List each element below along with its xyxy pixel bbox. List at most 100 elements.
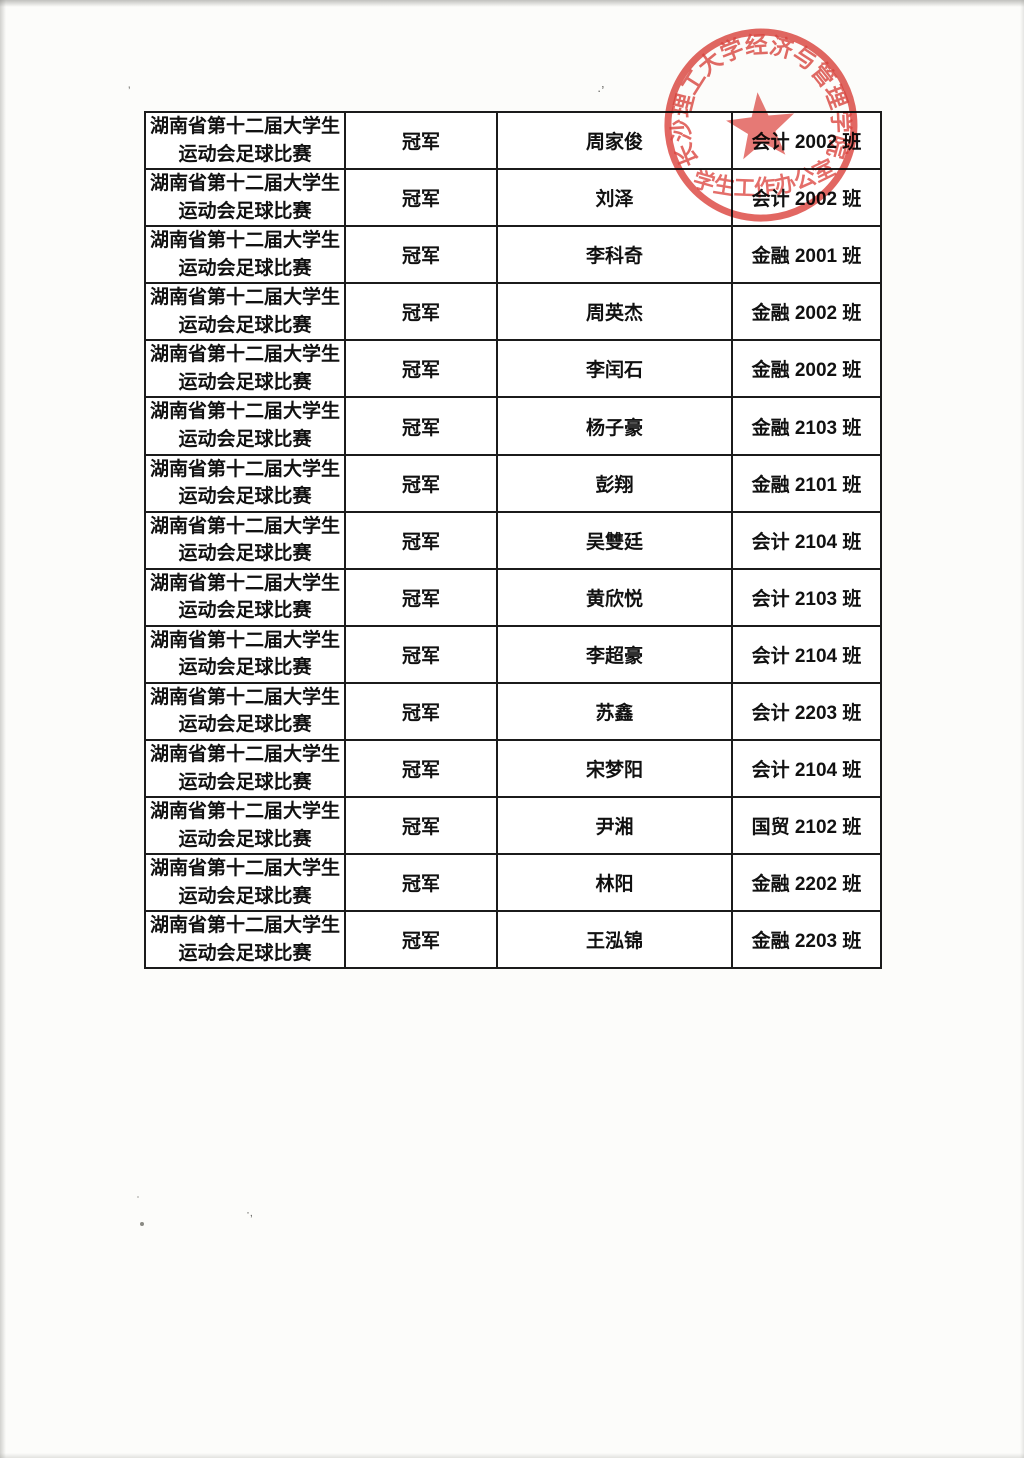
event-line: 湖南省第十二届大学生 bbox=[149, 173, 340, 195]
name-cell: 周家俊 bbox=[496, 110, 733, 171]
event-line: 湖南省第十二届大学生 bbox=[149, 401, 340, 423]
table-row: 湖南省第十二届大学生 运动会足球比赛 冠军 林阳 金融 2202 班 bbox=[144, 853, 882, 913]
name-cell: 苏鑫 bbox=[496, 681, 733, 742]
event-line: 湖南省第十二届大学生 bbox=[149, 458, 340, 480]
name-cell: 周英杰 bbox=[496, 282, 733, 342]
event-cell: 湖南省第十二届大学生 运动会足球比赛 bbox=[144, 910, 346, 970]
name-cell: 王泓锦 bbox=[496, 910, 733, 970]
class-cell: 国贸 2102 班 bbox=[731, 796, 882, 856]
name-cell: 林阳 bbox=[496, 853, 733, 913]
class-cell: 金融 2001 班 bbox=[731, 225, 882, 285]
scan-speck bbox=[140, 1222, 144, 1226]
table-row: 湖南省第十二届大学生 运动会足球比赛 冠军 李科奇 金融 2001 班 bbox=[144, 225, 882, 285]
event-line: 湖南省第十二届大学生 bbox=[149, 344, 340, 366]
name-cell: 黄欣悦 bbox=[496, 567, 733, 627]
event-cell: 湖南省第十二届大学生 运动会足球比赛 bbox=[144, 796, 346, 856]
award-cell: 冠军 bbox=[344, 339, 498, 399]
table-row: 湖南省第十二届大学生 运动会足球比赛 冠军 吴雙廷 会计 2104 班 bbox=[144, 510, 882, 570]
event-line: 运动会足球比赛 bbox=[178, 314, 312, 336]
name-cell: 尹湘 bbox=[496, 796, 733, 856]
event-line: 运动会足球比赛 bbox=[178, 200, 312, 222]
scan-speck: ·‚ bbox=[246, 1205, 253, 1219]
event-line: 运动会足球比赛 bbox=[178, 143, 312, 165]
class-cell: 金融 2002 班 bbox=[731, 339, 882, 399]
table-row: 湖南省第十二届大学生 运动会足球比赛 冠军 宋梦阳 会计 2104 班 bbox=[144, 739, 882, 799]
event-cell: 湖南省第十二届大学生 运动会足球比赛 bbox=[144, 225, 346, 285]
event-line: 运动会足球比赛 bbox=[178, 771, 312, 793]
event-line: 湖南省第十二届大学生 bbox=[149, 572, 340, 594]
class-cell: 金融 2202 班 bbox=[731, 853, 882, 913]
event-line: 运动会足球比赛 bbox=[178, 257, 312, 279]
name-cell: 李超豪 bbox=[496, 624, 733, 684]
table-row: 湖南省第十二届大学生 运动会足球比赛 冠军 彭翔 金融 2101 班 bbox=[144, 453, 882, 513]
event-line: 湖南省第十二届大学生 bbox=[149, 858, 340, 880]
event-cell: 湖南省第十二届大学生 运动会足球比赛 bbox=[144, 510, 346, 570]
award-cell: 冠军 bbox=[344, 796, 498, 856]
event-line: 湖南省第十二届大学生 bbox=[149, 515, 340, 537]
class-cell: 会计 2104 班 bbox=[731, 510, 882, 570]
event-cell: 湖南省第十二届大学生 运动会足球比赛 bbox=[144, 567, 346, 627]
event-line: 运动会足球比赛 bbox=[178, 486, 312, 508]
award-cell: 冠军 bbox=[344, 168, 498, 228]
event-line: 湖南省第十二届大学生 bbox=[149, 629, 340, 651]
award-cell: 冠军 bbox=[344, 282, 498, 342]
event-cell: 湖南省第十二届大学生 运动会足球比赛 bbox=[144, 624, 346, 684]
event-cell: 湖南省第十二届大学生 运动会足球比赛 bbox=[144, 853, 346, 913]
class-cell: 会计 2002 班 bbox=[731, 168, 882, 228]
event-line: 湖南省第十二届大学生 bbox=[149, 116, 340, 137]
table-row: 湖南省第十二届大学生 运动会足球比赛 冠军 尹湘 国贸 2102 班 bbox=[144, 796, 882, 856]
event-line: 湖南省第十二届大学生 bbox=[149, 744, 340, 766]
event-cell: 湖南省第十二届大学生 运动会足球比赛 bbox=[144, 110, 346, 171]
award-cell: 冠军 bbox=[344, 396, 498, 456]
scan-speck: ·’ bbox=[597, 83, 605, 98]
class-cell: 金融 2103 班 bbox=[731, 396, 882, 456]
event-cell: 湖南省第十二届大学生 运动会足球比赛 bbox=[144, 681, 346, 742]
award-cell: 冠军 bbox=[344, 510, 498, 570]
event-cell: 湖南省第十二届大学生 运动会足球比赛 bbox=[144, 282, 346, 342]
award-cell: 冠军 bbox=[344, 853, 498, 913]
event-line: 湖南省第十二届大学生 bbox=[149, 915, 340, 937]
event-line: 湖南省第十二届大学生 bbox=[149, 287, 340, 309]
name-cell: 李闰石 bbox=[496, 339, 733, 399]
name-cell: 李科奇 bbox=[496, 225, 733, 285]
class-cell: 会计 2104 班 bbox=[731, 624, 882, 684]
class-cell: 会计 2203 班 bbox=[731, 681, 882, 742]
scan-speck: ’ bbox=[128, 85, 131, 97]
name-cell: 吴雙廷 bbox=[496, 510, 733, 570]
scan-edge-top bbox=[0, 0, 1024, 7]
name-cell: 宋梦阳 bbox=[496, 739, 733, 799]
event-cell: 湖南省第十二届大学生 运动会足球比赛 bbox=[144, 168, 346, 228]
event-cell: 湖南省第十二届大学生 运动会足球比赛 bbox=[144, 453, 346, 513]
table-row: 湖南省第十二届大学生 运动会足球比赛 冠军 苏鑫 会计 2203 班 bbox=[144, 681, 882, 742]
event-line: 湖南省第十二届大学生 bbox=[149, 686, 340, 708]
event-line: 运动会足球比赛 bbox=[178, 371, 312, 393]
event-line: 运动会足球比赛 bbox=[178, 543, 312, 565]
scan-edge-right bbox=[1020, 0, 1024, 1458]
class-cell: 金融 2002 班 bbox=[731, 282, 882, 342]
class-cell: 会计 2103 班 bbox=[731, 567, 882, 627]
name-cell: 杨子豪 bbox=[496, 396, 733, 456]
event-line: 运动会足球比赛 bbox=[178, 429, 312, 451]
awards-table-body: 湖南省第十二届大学生 运动会足球比赛 冠军 周家俊 会计 2002 班湖南省第十二届大学… bbox=[144, 110, 882, 970]
event-line: 湖南省第十二届大学生 bbox=[149, 230, 340, 252]
award-cell: 冠军 bbox=[344, 681, 498, 742]
table-row: 湖南省第十二届大学生 运动会足球比赛 冠军 周英杰 金融 2002 班 bbox=[144, 282, 882, 342]
scan-edge-bottom bbox=[0, 1453, 1024, 1458]
table-row: 湖南省第十二届大学生 运动会足球比赛 冠军 李超豪 会计 2104 班 bbox=[144, 624, 882, 684]
award-cell: 冠军 bbox=[344, 567, 498, 627]
award-cell: 冠军 bbox=[344, 624, 498, 684]
class-cell: 会计 2002 班 bbox=[731, 110, 882, 171]
event-line: 湖南省第十二届大学生 bbox=[149, 801, 340, 823]
award-cell: 冠军 bbox=[344, 110, 498, 171]
award-cell: 冠军 bbox=[344, 739, 498, 799]
event-cell: 湖南省第十二届大学生 运动会足球比赛 bbox=[144, 396, 346, 456]
awards-table: 湖南省第十二届大学生 运动会足球比赛 冠军 周家俊 会计 2002 班湖南省第十二届大学… bbox=[144, 110, 882, 970]
name-cell: 刘泽 bbox=[496, 168, 733, 228]
table-row: 湖南省第十二届大学生 运动会足球比赛 冠军 杨子豪 金融 2103 班 bbox=[144, 396, 882, 456]
name-cell: 彭翔 bbox=[496, 453, 733, 513]
table-row: 湖南省第十二届大学生 运动会足球比赛 冠军 黄欣悦 会计 2103 班 bbox=[144, 567, 882, 627]
table-row: 湖南省第十二届大学生 运动会足球比赛 冠军 李闰石 金融 2002 班 bbox=[144, 339, 882, 399]
table-row: 湖南省第十二届大学生 运动会足球比赛 冠军 刘泽 会计 2002 班 bbox=[144, 168, 882, 228]
scan-speck bbox=[137, 1196, 139, 1198]
event-cell: 湖南省第十二届大学生 运动会足球比赛 bbox=[144, 739, 346, 799]
